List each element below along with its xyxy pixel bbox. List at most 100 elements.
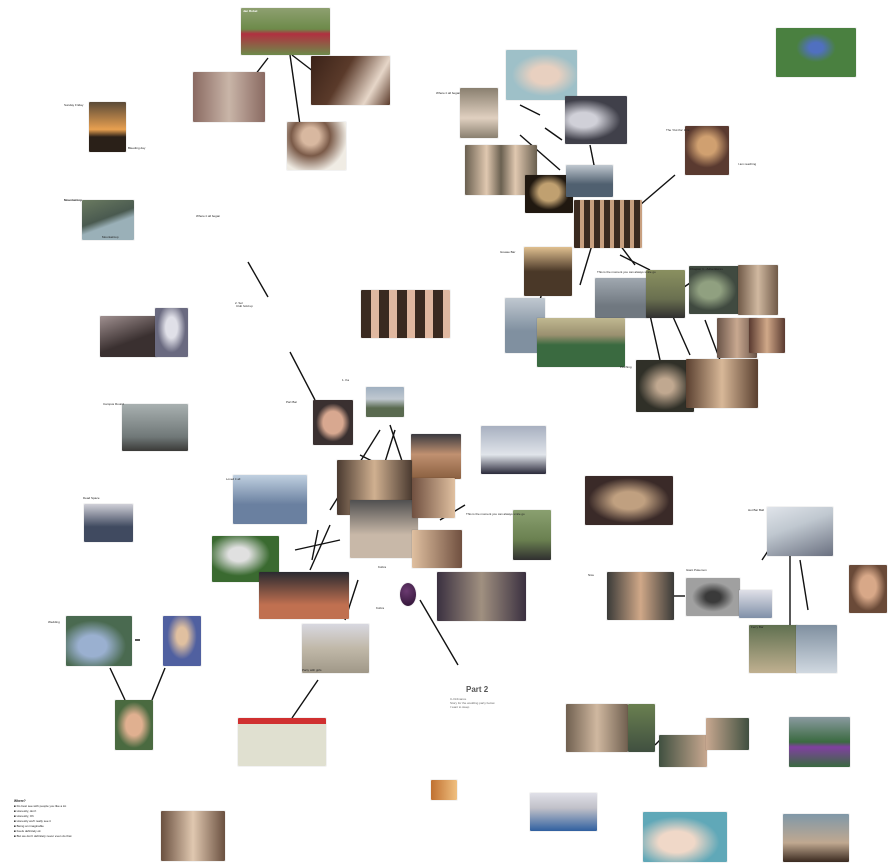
label-mountaintop: Mountaintop [64,198,82,202]
photo-shop-interior[interactable] [524,247,572,296]
notes-list-item: ■ Do best see with people you like a lot [14,804,67,808]
photo-party-pair[interactable] [749,318,785,353]
photo-tv-screen[interactable] [525,175,573,213]
photo-party-club[interactable] [585,476,673,525]
photo-friends-city[interactable] [595,278,649,318]
label-pokemon: Giant Pokemon [686,568,707,572]
label-girls: Party with girls [302,668,322,672]
photo-sunset[interactable] [89,102,126,152]
photo-basketball[interactable] [437,572,526,621]
label-ferry: Ferry Bar [751,625,764,629]
photo-kids-stairs[interactable] [100,316,157,357]
part2-title: Part 2 [466,685,489,694]
photo-team-dark[interactable] [607,572,674,620]
photo-sunset-sea[interactable] [411,434,461,479]
photo-building[interactable] [366,387,404,417]
label-ka: 1. Ka [342,378,350,382]
photo-stadium[interactable] [537,318,625,367]
photo-chess-players[interactable] [350,500,418,558]
photo-man-shirtless[interactable] [849,565,887,613]
photo-grad-group[interactable] [84,504,133,542]
label-sunday: Sunday Friday [64,103,84,107]
photo-group-yard[interactable] [566,704,628,752]
photo-baby-blanket[interactable] [506,50,577,100]
photo-couple-beach[interactable] [783,814,849,862]
photo-kid-field[interactable] [776,28,856,77]
photo-group-indoor[interactable] [193,72,265,122]
label-loved: Loved it all [226,477,241,481]
label-mountain-2: Mountaintop [102,235,119,239]
photo-party-dark[interactable] [636,360,694,412]
photo-face-closeup[interactable] [313,400,353,445]
photo-baby-feet[interactable] [643,812,727,862]
label-reaching: I am reaching [738,162,757,166]
photo-website[interactable] [238,718,326,766]
photo-coast[interactable] [82,200,134,240]
photo-class[interactable] [574,200,642,248]
photo-group-wood[interactable] [738,265,778,315]
photo-pier-food[interactable] [431,780,457,800]
photo-selfie[interactable] [115,700,153,750]
photo-laptop[interactable] [796,625,837,673]
photo-party-green-2[interactable] [706,718,749,750]
label-began: Where it all began [436,91,461,95]
label-nice: Nice [588,573,595,577]
photo-team[interactable] [241,8,330,55]
label-chapter1: Chapter 1 - Adventures [690,267,723,271]
photo-dolphin[interactable] [66,616,132,666]
photo-rocks-snow[interactable] [767,507,833,556]
photo-kid-costume[interactable] [155,308,188,357]
notes-list-item: ■ Being an imaginable [14,824,44,828]
label-jan: Jan Robel [243,9,258,13]
label-moment: This is the moment you can always smile … [597,270,656,274]
label-partbar: Part Bar [286,400,298,404]
photo-kid-blue[interactable] [163,616,201,666]
photo-pub-group[interactable] [686,359,758,408]
photo-snow-house[interactable] [739,590,772,618]
photo-couple-trees[interactable] [513,510,551,560]
part2-sub1: C-Ordnance [450,697,467,701]
photo-dinner-2[interactable] [412,530,462,568]
photo-eggplant[interactable] [400,583,416,606]
label-hotbar: Hot Bar Ball [748,508,765,512]
label-sol: 2. Sol [235,301,243,305]
photo-baby-held[interactable] [460,88,498,138]
notes-list-item: ■ Honestly, don't [14,809,37,813]
photo-piano-kids[interactable] [311,56,390,105]
label-club: Club hold up [236,304,253,308]
photo-team-hands[interactable] [233,475,307,524]
label-outthe: The 'Out the' time [666,128,690,132]
photo-dinner[interactable] [412,478,455,518]
notes-list-title: Where? [14,799,26,803]
photo-flowers-kid[interactable] [685,126,729,175]
photo-toddler-costume[interactable] [565,96,627,144]
photo-team-green[interactable] [789,717,850,767]
label-deadspace: Dead Space [83,496,100,500]
notes-list-item: ■ Honestly, Oh [14,814,34,818]
part2-sub: C-Ordnance Story for the wedding party b… [450,697,530,709]
photo-friends-park[interactable] [646,270,685,318]
photo-boy-certificate[interactable] [287,122,346,170]
photo-beach-soccer[interactable] [302,624,369,673]
photo-raccoon[interactable] [686,578,740,616]
photo-park-pair[interactable] [628,704,655,752]
photo-harbour[interactable] [566,165,613,197]
photo-christmas-tree[interactable] [689,266,741,314]
notes-list: Where? ■ Do best see with people you lik… [14,799,104,839]
photo-party-green[interactable] [659,735,707,767]
photo-family-old[interactable] [161,811,225,861]
notes-list-item: ■ Feels definitely ok [14,829,41,833]
label-chess: Kobra [376,606,385,610]
photo-outdoor-shed[interactable] [749,625,797,673]
photo-couple-baby[interactable] [530,793,597,831]
part2-sub3: I want to sleep [450,705,470,709]
photo-foggy-hill[interactable] [122,404,188,451]
label-campus: Campus Round [103,402,124,406]
notes-list-item: ■ Honestly we'll really see it [14,819,51,823]
photo-grid-faces[interactable] [361,290,450,338]
label-began-2: Where it all began [196,214,221,218]
photo-snowy-couple[interactable] [481,426,546,474]
label-pinching: Pinching [620,365,632,369]
photo-concert[interactable] [259,572,349,619]
